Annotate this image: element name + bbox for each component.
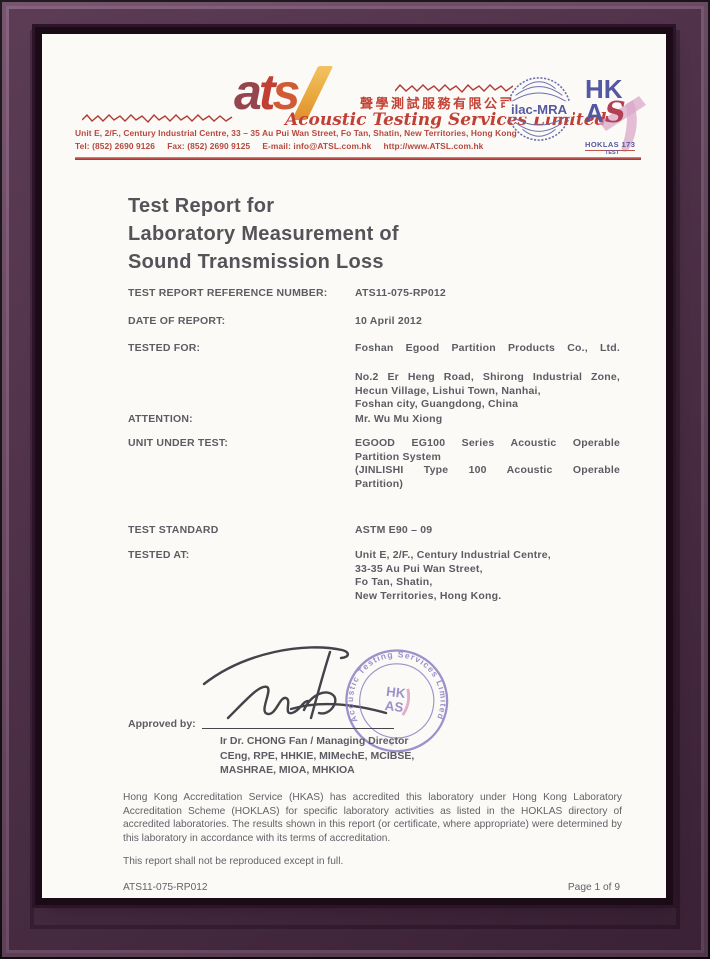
field-label: TEST STANDARD	[128, 524, 219, 536]
field-value: 10 April 2012	[355, 315, 422, 327]
footer-row: ATS11-075-RP012 Page 1 of 9	[123, 882, 620, 893]
approver-name: Ir Dr. CHONG Fan / Managing Director	[220, 735, 409, 747]
header-address-line: Unit E, 2/F., Century Industrial Centre,…	[75, 128, 517, 138]
title-line-2: Laboratory Measurement of	[128, 223, 399, 245]
field-value: Mr. Wu Mu Xiong	[355, 413, 443, 425]
zigzag-wave-left-icon	[82, 113, 233, 124]
field-value: EGOOD EG100 Series Acoustic Operable Par…	[355, 437, 620, 490]
atsl-letter-t: t	[258, 64, 276, 120]
hkas-pink-ribbon-icon	[599, 96, 646, 152]
atsl-logo: a t s	[234, 64, 334, 120]
page-title: Test Report for Laboratory Measurement o…	[128, 192, 399, 276]
approver-credentials-1: CEng, RPE, HHKIE, MIMechE, MCIBSE,	[220, 749, 415, 762]
atsl-letter-a: a	[234, 64, 262, 120]
zigzag-wave-right-icon	[395, 83, 513, 94]
header-divider	[75, 157, 641, 160]
ilac-mra-logo-icon: ilac-MRA	[504, 77, 574, 141]
report-page: a t s 聲學測試服務有限公司 Acoustic Testing Servic…	[42, 34, 666, 898]
field-value: ATS11-075-RP012	[355, 287, 446, 299]
stamp-center-hk: HK	[385, 684, 406, 701]
company-stamp-icon: Acoustic Testing Services Limited HK AS …	[342, 643, 454, 753]
stamp-star: ✳	[388, 739, 396, 749]
footer-reference: ATS11-075-RP012	[123, 882, 208, 893]
field-label: TESTED FOR:	[128, 342, 201, 354]
field-value: Foshan Egood Partition Products Co., Ltd…	[355, 342, 620, 354]
company-name-chinese: 聲學測試服務有限公司	[360, 96, 516, 111]
signature-line	[202, 728, 394, 729]
ilac-mra-label: ilac-MRA	[511, 102, 568, 117]
approver-details: Ir Dr. CHONG Fan / Managing Director CEn…	[220, 734, 414, 778]
hoklas-test-label: TEST	[605, 150, 620, 156]
hkas-letters-as: AS	[585, 98, 626, 128]
hkas-letter-s: S	[604, 95, 626, 129]
approved-by-label: Approved by:	[128, 718, 196, 730]
field-label: TEST REPORT REFERENCE NUMBER:	[128, 287, 328, 299]
title-line-1: Test Report for	[128, 195, 275, 217]
field-value: No.2 Er Heng Road, Shirong Industrial Zo…	[355, 371, 620, 410]
field-label: UNIT UNDER TEST:	[128, 437, 229, 449]
reproduction-note: This report shall not be reproduced exce…	[123, 856, 344, 867]
accreditation-paragraph: Hong Kong Accreditation Service (HKAS) h…	[123, 792, 622, 844]
hkas-letter-a: A	[585, 98, 604, 128]
signature-icon	[202, 646, 388, 720]
header-contact-line: Tel: (852) 2690 9126 Fax: (852) 2690 912…	[75, 141, 484, 151]
page-number: Page 1 of 9	[567, 882, 620, 893]
title-line-3: Sound Transmission Loss	[128, 251, 384, 273]
field-label: DATE OF REPORT:	[128, 315, 226, 327]
hkas-logo-icon: HK AS HOKLAS 173 TEST	[583, 74, 653, 160]
field-value: ASTM E90 – 09	[355, 524, 433, 536]
hoklas-number: HOKLAS 173	[585, 140, 636, 151]
field-label: TESTED AT:	[128, 549, 190, 561]
field-value: Unit E, 2/F., Century Industrial Centre,…	[355, 549, 551, 602]
approver-credentials-2: MASHRAE, MIOA, MHKIOA	[220, 764, 355, 776]
hkas-letters-hk: HK	[585, 74, 623, 104]
stamp-center-as: AS	[384, 698, 404, 715]
field-label: ATTENTION:	[128, 413, 193, 425]
